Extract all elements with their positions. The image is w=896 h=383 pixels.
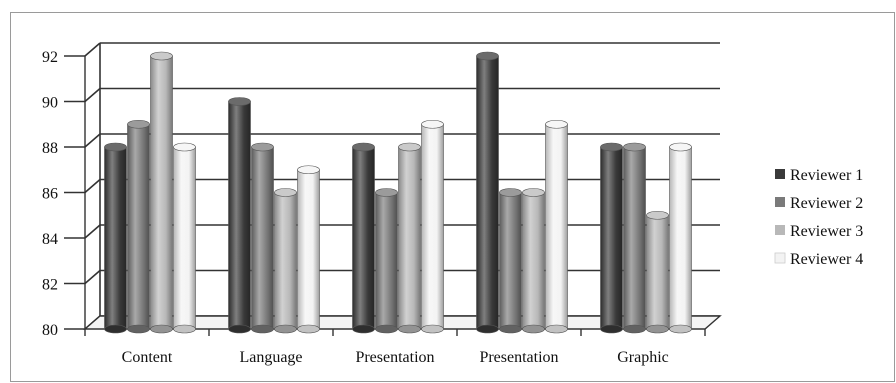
bar	[375, 188, 398, 334]
bar	[600, 142, 623, 334]
x-axis: Content Language Presentation Presentation G…	[84, 329, 706, 366]
y-tick-label: 86	[42, 186, 58, 203]
legend-swatch	[775, 225, 785, 235]
bar	[398, 142, 421, 334]
x-tick-label: Language	[239, 349, 302, 366]
bar	[545, 119, 568, 334]
gridline-diagonal	[84, 133, 101, 148]
x-tick-label: Graphic	[617, 349, 669, 366]
bar	[228, 97, 251, 334]
gridline-diagonal	[84, 87, 101, 103]
bars-layer	[104, 51, 692, 334]
gridline-diagonal	[84, 224, 101, 239]
legend-item: Reviewer 3	[775, 223, 863, 240]
bar	[127, 119, 150, 334]
legend-swatch	[774, 252, 786, 264]
gridline-diagonal	[84, 42, 101, 57]
gridline-diagonal	[84, 178, 101, 194]
bar	[274, 188, 297, 334]
bar	[251, 142, 274, 334]
legend-item: Reviewer 1	[775, 167, 863, 184]
y-tick-label: 90	[42, 95, 58, 112]
bar	[499, 188, 522, 334]
legend-label: Reviewer 4	[790, 251, 863, 268]
x-tick-label: Presentation	[355, 349, 434, 366]
legend-label: Reviewer 3	[790, 223, 863, 240]
bar	[173, 142, 196, 334]
legend-swatch	[775, 169, 785, 179]
legend-item: Reviewer 4	[774, 251, 863, 268]
bar	[352, 142, 375, 334]
bar	[421, 119, 444, 334]
y-axis: 80 82 84 86 88 90 92	[42, 49, 86, 339]
gridline-diagonal	[84, 269, 101, 285]
legend-swatch	[775, 197, 785, 207]
y-tick-label: 88	[42, 140, 58, 157]
bar	[476, 51, 499, 334]
x-tick-label: Presentation	[479, 349, 558, 366]
bar	[646, 210, 669, 334]
legend-item: Reviewer 2	[775, 195, 863, 212]
bar	[623, 142, 646, 334]
bar	[104, 142, 127, 334]
y-tick-label: 92	[42, 49, 58, 66]
y-tick-label: 84	[42, 231, 58, 248]
bar	[297, 165, 320, 334]
y-tick-label: 82	[42, 277, 58, 294]
bar	[150, 51, 173, 334]
legend: Reviewer 1 Reviewer 2 Reviewer 3 Reviewer 4	[774, 167, 863, 268]
bar	[669, 142, 692, 334]
y-tick-label: 80	[42, 322, 58, 339]
legend-label: Reviewer 1	[790, 167, 863, 184]
bar	[522, 188, 545, 334]
legend-label: Reviewer 2	[790, 195, 863, 212]
x-tick-label: Content	[122, 349, 173, 366]
